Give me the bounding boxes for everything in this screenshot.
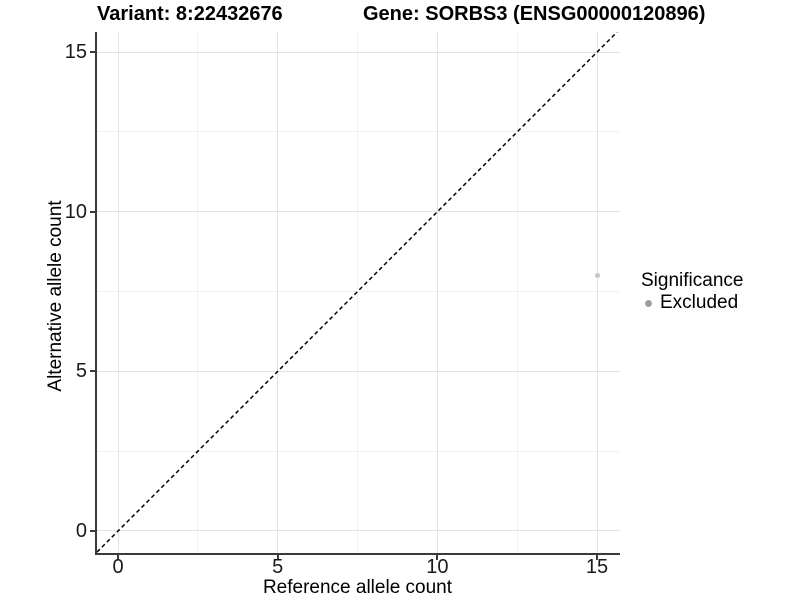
y-tick-label: 15 (64, 41, 87, 64)
grid-major-h (97, 370, 620, 372)
x-tick-mark (596, 555, 598, 560)
x-tick-label: 15 (585, 556, 609, 578)
plot-panel (95, 32, 620, 555)
variant-title: Variant: 8:22432676 (97, 3, 283, 25)
grid-major-v (596, 32, 598, 553)
grid-minor-v (197, 32, 199, 553)
x-tick-mark (436, 555, 439, 560)
x-axis-title: Reference allele count (262, 577, 453, 598)
y-tick-label: 10 (64, 200, 87, 223)
x-tick-label: 5 (272, 556, 284, 578)
legend-title: Significance (641, 270, 744, 291)
identity-dashed-line (97, 32, 618, 553)
grid-minor-v (516, 32, 518, 553)
legend-point-icon (645, 299, 652, 307)
grid-major-v (277, 32, 279, 553)
grid-major-h (97, 51, 620, 53)
grid-major-h (97, 530, 620, 532)
x-tick-mark (117, 555, 120, 560)
grid-minor-h (97, 450, 620, 452)
legend: Significance Excluded (641, 270, 743, 314)
grid-major-h (97, 211, 620, 213)
grid-major-v (436, 32, 438, 553)
x-tick-label: 0 (112, 556, 124, 578)
gene-title: Gene: SORBS3 (ENSG00000120896) (363, 3, 706, 25)
x-tick-label: 10 (426, 556, 449, 578)
legend-key (641, 299, 656, 307)
legend-item: Excluded (641, 292, 743, 314)
y-tick-label: 0 (75, 519, 87, 542)
legend-item-label: Excluded (660, 292, 739, 313)
data-point (594, 273, 600, 279)
legend-items: Excluded (641, 292, 743, 314)
y-tick-label: 5 (75, 360, 87, 383)
y-tick-mark (90, 529, 95, 532)
grid-minor-h (97, 291, 620, 293)
y-tick-mark (90, 51, 95, 54)
grid-minor-h (97, 131, 620, 133)
y-tick-mark (90, 210, 95, 213)
y-tick-mark (90, 370, 95, 373)
x-tick-mark (276, 555, 279, 560)
grid-major-v (117, 32, 119, 553)
